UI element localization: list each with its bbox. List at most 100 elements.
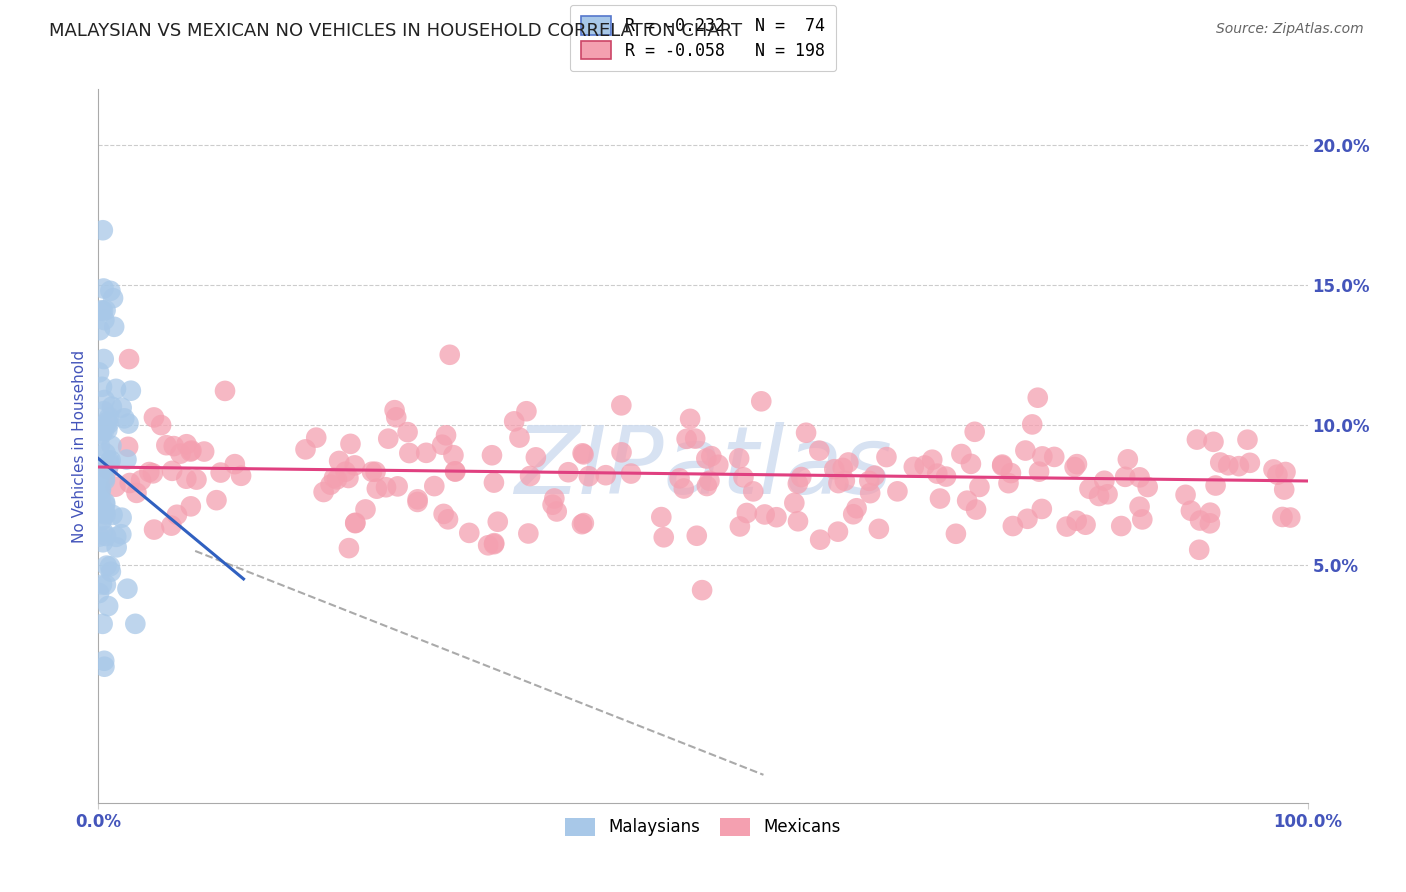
Point xyxy=(700,449,723,463)
Point xyxy=(385,410,408,425)
Point xyxy=(142,467,165,481)
Point xyxy=(205,493,228,508)
Point xyxy=(1218,458,1240,473)
Point xyxy=(89,530,111,544)
Point xyxy=(433,507,456,521)
Point xyxy=(515,404,537,418)
Point xyxy=(326,472,349,486)
Point xyxy=(572,516,595,530)
Point xyxy=(103,319,125,334)
Point xyxy=(344,516,367,530)
Point xyxy=(443,448,465,462)
Point xyxy=(96,558,118,573)
Point xyxy=(90,483,112,497)
Point xyxy=(105,382,128,396)
Point xyxy=(375,480,398,494)
Point xyxy=(837,455,859,469)
Point xyxy=(91,535,114,549)
Point xyxy=(444,464,467,478)
Point xyxy=(94,497,117,511)
Point xyxy=(89,586,111,600)
Point xyxy=(93,654,115,668)
Point xyxy=(224,457,246,471)
Point xyxy=(783,496,806,510)
Point xyxy=(97,599,120,613)
Point xyxy=(160,464,183,478)
Point xyxy=(754,508,776,522)
Point xyxy=(963,425,986,439)
Point xyxy=(319,477,342,491)
Point xyxy=(366,482,388,496)
Point xyxy=(1056,519,1078,533)
Point xyxy=(482,475,505,490)
Point xyxy=(91,524,114,538)
Point xyxy=(305,431,328,445)
Point xyxy=(94,508,117,522)
Point xyxy=(406,492,429,507)
Point xyxy=(1063,460,1085,475)
Point xyxy=(787,514,810,528)
Point xyxy=(1180,504,1202,518)
Point xyxy=(696,479,718,493)
Point xyxy=(89,471,111,485)
Point xyxy=(859,486,882,500)
Point xyxy=(1129,500,1152,514)
Point xyxy=(439,348,461,362)
Point xyxy=(93,471,115,485)
Point xyxy=(169,447,191,461)
Point xyxy=(104,480,127,494)
Point xyxy=(672,482,695,496)
Point xyxy=(679,412,702,426)
Point xyxy=(1271,510,1294,524)
Point xyxy=(1066,514,1088,528)
Point xyxy=(142,410,165,425)
Point xyxy=(557,465,579,479)
Point xyxy=(337,471,360,485)
Point xyxy=(105,541,128,555)
Point xyxy=(434,428,457,442)
Point xyxy=(354,502,377,516)
Point xyxy=(91,304,114,318)
Point xyxy=(180,444,202,458)
Point xyxy=(1031,450,1053,464)
Point xyxy=(1136,480,1159,494)
Point xyxy=(827,524,849,539)
Point xyxy=(1188,542,1211,557)
Point xyxy=(98,458,121,472)
Point xyxy=(100,284,122,298)
Point xyxy=(1031,502,1053,516)
Point xyxy=(118,352,141,367)
Point xyxy=(572,447,595,461)
Point xyxy=(423,479,446,493)
Point xyxy=(991,458,1014,472)
Point xyxy=(1239,456,1261,470)
Point xyxy=(595,468,617,483)
Point xyxy=(98,559,121,574)
Point xyxy=(1026,391,1049,405)
Point xyxy=(117,440,139,454)
Point xyxy=(101,400,124,414)
Point xyxy=(444,465,467,479)
Point xyxy=(93,503,115,517)
Point xyxy=(786,476,808,491)
Point xyxy=(98,410,121,425)
Point xyxy=(387,479,409,493)
Point xyxy=(1014,443,1036,458)
Point xyxy=(1074,517,1097,532)
Point xyxy=(728,519,751,533)
Point xyxy=(650,510,672,524)
Point xyxy=(950,447,973,461)
Point xyxy=(229,468,252,483)
Point xyxy=(160,518,183,533)
Point xyxy=(477,538,499,552)
Point xyxy=(794,425,817,440)
Point xyxy=(91,513,114,527)
Point xyxy=(921,452,943,467)
Point xyxy=(1199,506,1222,520)
Point xyxy=(125,486,148,500)
Point xyxy=(1021,417,1043,432)
Point xyxy=(742,484,765,499)
Point xyxy=(808,533,831,547)
Point xyxy=(735,506,758,520)
Point xyxy=(831,461,853,475)
